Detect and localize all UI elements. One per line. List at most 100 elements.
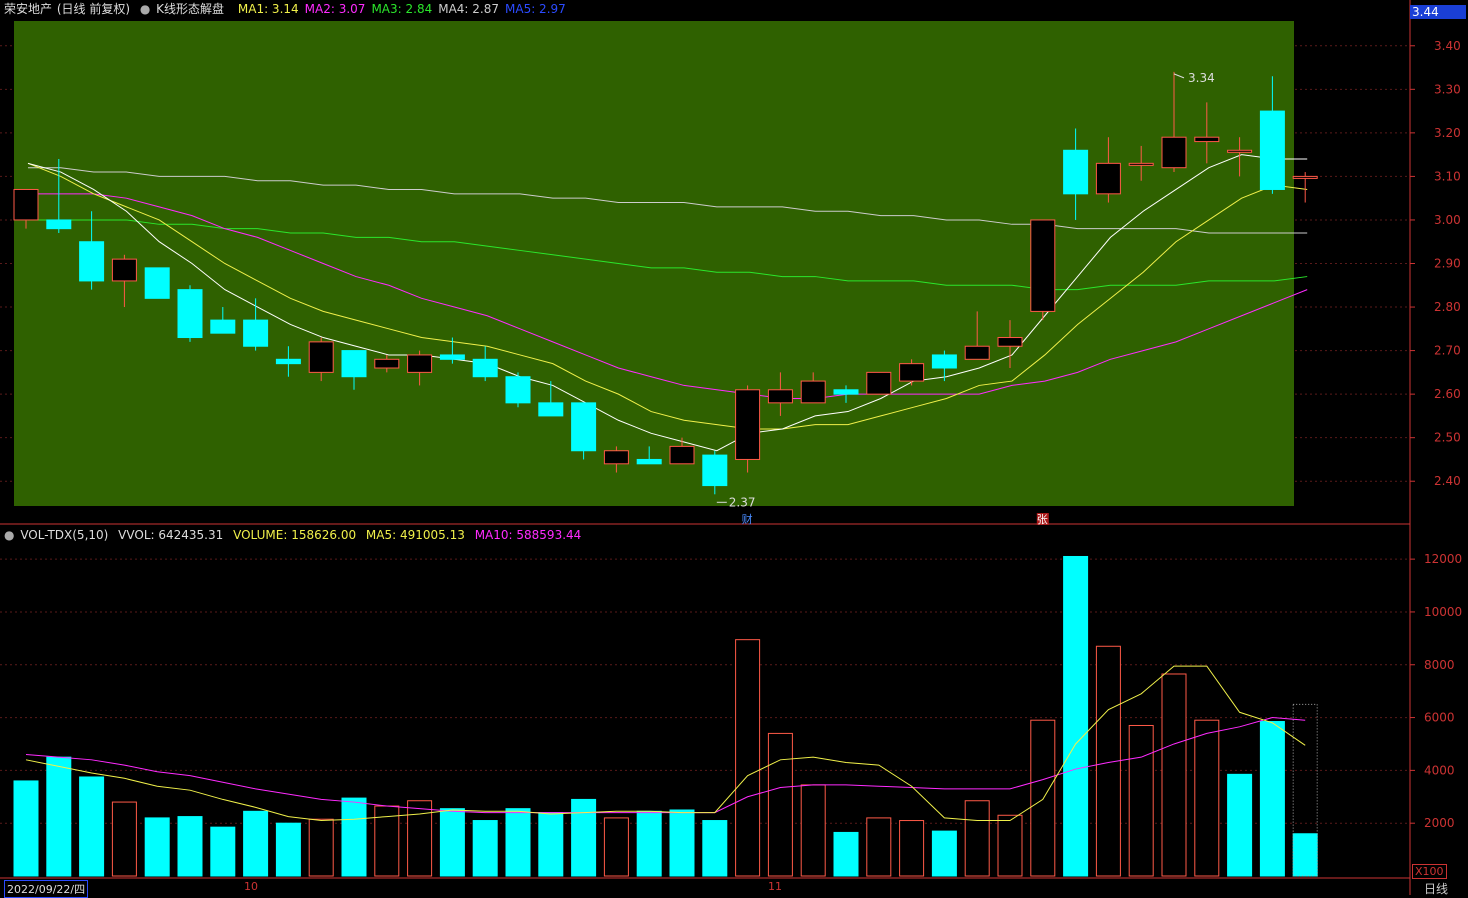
volume-tick-label: 12000 [1424,552,1462,566]
candle-up [997,337,1023,347]
candle-up [1292,175,1318,179]
high-arrow [1173,73,1185,79]
volume-bar [46,756,72,877]
candle-down [505,376,531,404]
volume-bar [571,798,597,877]
volume-bar [702,820,728,877]
indicator-name[interactable]: K线形态解盘 [156,2,225,16]
stock-name: 荣安地产 [4,2,53,16]
volume-bar [1128,724,1154,877]
volume-bar [1227,773,1253,877]
ma-legend: MA1: 3.14 MA2: 3.07 MA3: 2.84 MA4: 2.87 MA5:… [238,2,572,16]
chart-mode: (日线 前复权) [56,2,131,16]
volume-bar [243,810,269,877]
volume-bar [144,817,170,877]
volume-bar [407,800,433,877]
candle-up [669,445,695,465]
month-label-10: 10 [244,880,258,893]
ma5-line [28,167,1308,234]
candle-down [702,454,728,487]
candle-up [1161,136,1187,169]
date-label: 2022/09/22/四 [4,880,89,898]
volume-bar [1161,673,1187,877]
period-label[interactable]: 日线 [1424,882,1449,896]
price-tick-label: 3.00 [1434,213,1461,227]
indicator-toggle-icon[interactable]: ● [4,528,15,542]
volume-value: VOLUME: 158626.00 [233,528,357,542]
volume-tick-label: 6000 [1424,711,1455,725]
price-tick-label: 2.40 [1434,474,1461,488]
volume-tick-label: 4000 [1424,763,1455,777]
candle-down [210,319,236,334]
ma5-legend: MA5: 2.97 [505,2,566,16]
ma1-line [27,154,1308,452]
candle-down [439,354,465,360]
volume-bar [1030,719,1056,877]
candle-up [1194,136,1220,143]
volume-bar [603,817,629,877]
ma4-line [28,219,1308,291]
high-label: 3.34 [1188,71,1215,85]
volume-bar [308,818,334,877]
volume-bar [275,822,301,877]
annotations: 3.34 2.37 财 张 [716,71,1215,526]
indicator-toggle-icon[interactable]: ● [139,2,151,16]
price-tick-label: 2.80 [1434,300,1461,314]
low-label: 2.37 [729,495,756,509]
candle-up [374,358,400,369]
candle-down [833,389,859,395]
price-header: 荣安地产 (日线 前复权) ● K线形态解盘 MA1: 3.14 MA2: 3.0… [4,0,578,17]
volume-bar [669,809,695,877]
volume-bar [931,830,957,877]
volume-bar [538,812,564,877]
candle-down [636,458,662,465]
vol-ma10-line [25,717,1306,814]
candle-up [899,363,925,382]
volume-forecast-outline [1292,703,1318,877]
volume-tick-label: 8000 [1424,658,1455,672]
candle-up [1030,219,1056,312]
candle-down [243,319,269,347]
current-price-box: 3.44 [1410,5,1466,19]
ma2-line [27,162,1308,430]
ma2-legend: MA2: 3.07 [304,2,366,16]
candle-down [275,358,301,365]
candle-up [308,341,334,373]
price-tick-label: 3.20 [1434,126,1461,140]
candle-down [538,402,564,417]
candle-down [571,402,597,452]
volume-bars [13,555,1318,877]
volume-tick-label: 10000 [1424,605,1462,619]
price-tick-label: 3.10 [1434,169,1461,183]
candle-down [472,358,498,378]
volume-bar [767,732,793,877]
volume-bar [735,639,761,877]
rise-marker-bg [1036,513,1049,525]
volume-bar [964,800,990,877]
volume-bar [1292,833,1318,877]
volume-unit-label: X100 [1412,864,1447,879]
volume-header: ● VOL-TDX(5,10) VVOL: 642435.31 VOLUME: … [4,528,587,542]
candle-up [603,450,629,465]
ma3-line [28,193,1308,399]
candle-down [79,241,105,282]
price-tick-label: 3.30 [1434,82,1461,96]
candle-down [931,354,957,369]
vol-indicator-name[interactable]: VOL-TDX(5,10) [20,528,109,542]
candle-up [735,389,761,460]
volume-bar [866,817,892,877]
price-tick-label: 2.90 [1434,257,1461,271]
month-label-11: 11 [768,880,782,893]
volume-bar [1063,555,1089,877]
candle-down [341,350,367,378]
price-tick-label: 2.70 [1434,344,1461,358]
volume-bar [505,808,531,877]
volume-bar [1259,721,1285,877]
vol-ma10-value: MA10: 588593.44 [474,528,582,542]
candle-up [1227,149,1253,153]
price-tick-label: 3.40 [1434,39,1461,53]
vol-ma5-value: MA5: 491005.13 [365,528,465,542]
rise-marker: 张 [1037,513,1048,526]
